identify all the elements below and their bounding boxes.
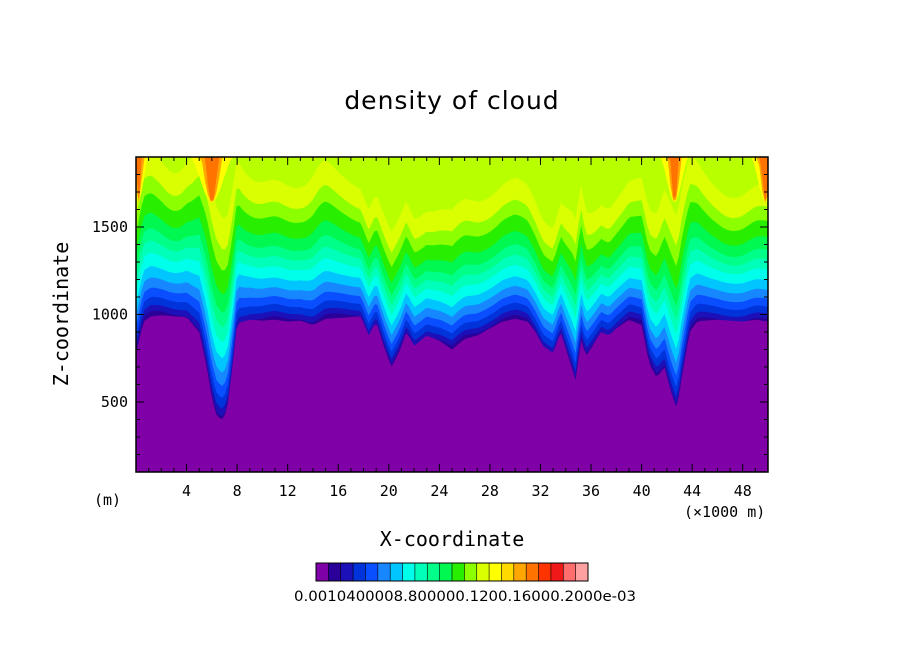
contour-bands — [136, 157, 768, 472]
colorbar-swatch — [353, 563, 366, 581]
y-tick-label: 1000 — [92, 306, 128, 324]
colorbar-swatch — [340, 563, 354, 581]
colorbar-swatch — [414, 563, 428, 581]
x-tick-label: 44 — [683, 482, 701, 500]
colorbar-swatch — [316, 563, 329, 581]
x-tick-label: 4 — [182, 482, 191, 500]
x-tick-label: 8 — [233, 482, 242, 500]
colorbar-swatch — [427, 563, 440, 581]
colorbar-swatch — [501, 563, 515, 581]
x-tick-label: 32 — [531, 482, 549, 500]
y-tick-label: 1500 — [92, 218, 128, 236]
colorbar-swatch — [513, 563, 527, 581]
top-highlight-0 — [136, 157, 768, 203]
axis-ticks — [136, 157, 768, 472]
colorbar-swatch — [563, 563, 576, 581]
colorbar-swatch — [390, 563, 403, 581]
colorbar-labels: 0.0010400008.800000.1200.16000.2000e-03 — [294, 589, 636, 605]
colorbar-swatch — [464, 563, 478, 581]
x-tick-label: 40 — [633, 482, 651, 500]
colorbar — [315, 562, 589, 582]
colorbar-swatch — [452, 563, 465, 581]
x-tick-label: 12 — [279, 482, 297, 500]
colorbar-swatch — [476, 563, 490, 581]
y-tick-label: 500 — [101, 393, 128, 411]
colorbar-swatch — [377, 563, 391, 581]
colorbar-swatch — [575, 563, 589, 581]
x-axis-label: X-coordinate — [380, 527, 525, 551]
colorbar-frame — [315, 562, 589, 582]
x-unit-left: (m) — [94, 491, 121, 509]
colorbar-swatch — [538, 563, 552, 581]
y-axis-label: Z-coordinate — [49, 242, 73, 387]
x-tick-label: 36 — [582, 482, 600, 500]
x-tick-label: 48 — [734, 482, 752, 500]
chart-title: density of cloud — [344, 86, 560, 115]
colorbar-swatch — [402, 563, 416, 581]
x-tick-label: 28 — [481, 482, 499, 500]
x-tick-labels: 4 8 12 16 20 24 28 32 36 40 44 48 — [182, 482, 752, 500]
y-tick-labels: 500 1000 1500 — [92, 218, 128, 411]
x-tick-label: 16 — [329, 482, 347, 500]
colorbar-swatch — [439, 563, 453, 581]
x-tick-label: 20 — [380, 482, 398, 500]
colorbar-swatch — [328, 563, 342, 581]
x-unit-right: (×1000 m) — [684, 503, 765, 521]
colorbar-swatch — [550, 563, 564, 581]
x-tick-label: 24 — [430, 482, 448, 500]
colorbar-swatch — [365, 563, 379, 581]
colorbar-swatch — [489, 563, 502, 581]
contour-band-base — [136, 315, 768, 472]
colorbar-swatch — [526, 563, 539, 581]
